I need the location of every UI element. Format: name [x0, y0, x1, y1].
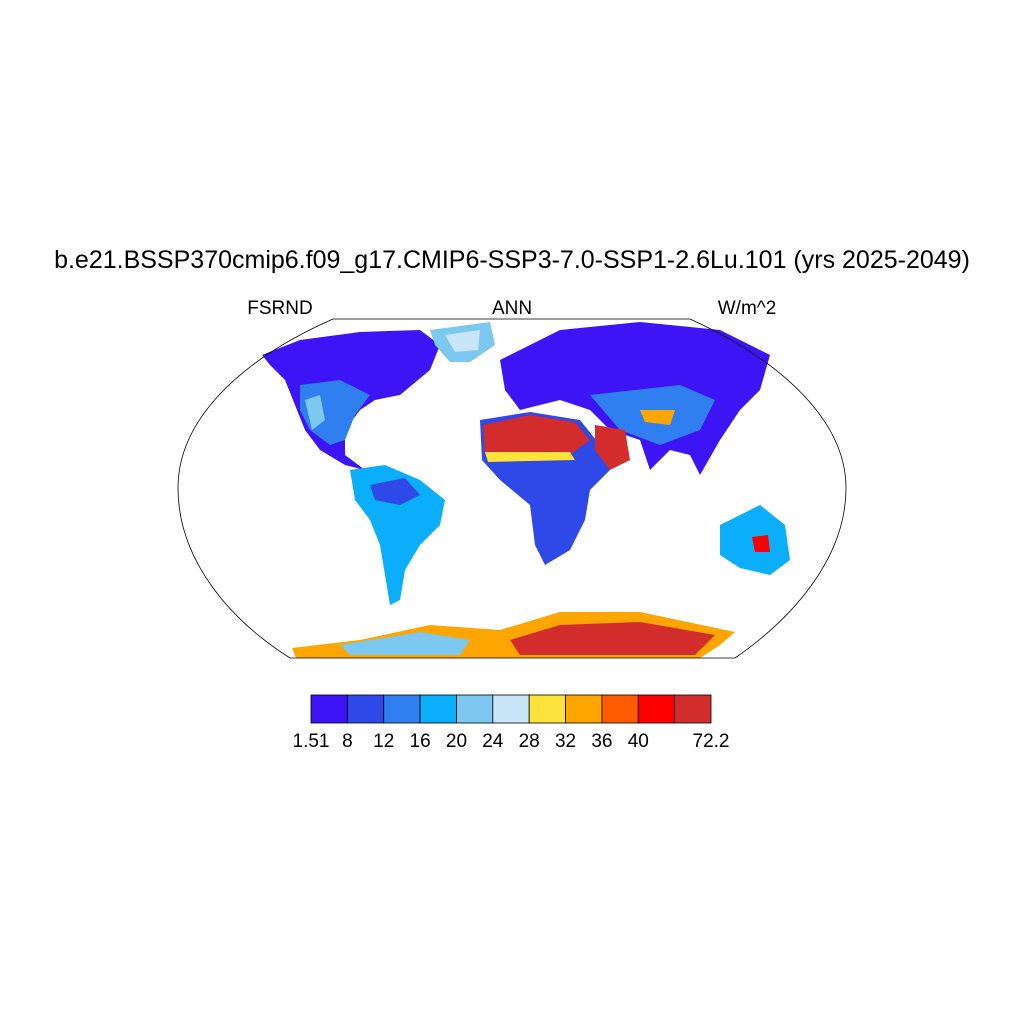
land	[340, 632, 470, 655]
land	[305, 395, 325, 430]
land	[510, 622, 715, 655]
colorbar-box	[310, 694, 348, 724]
colorbar-box	[383, 694, 421, 724]
colorbar-label: 28	[519, 731, 540, 752]
land	[752, 535, 770, 552]
land	[483, 415, 590, 458]
colorbar-label: 12	[373, 731, 394, 752]
colorbar-label: 32	[555, 731, 576, 752]
colorbar-box	[456, 694, 494, 724]
colorbar-box	[492, 694, 530, 724]
colorbar-box	[346, 694, 385, 724]
colorbar: 1.51 8 12 16 20 24 28 32 36 40 72.2	[293, 694, 730, 752]
colorbar-box	[637, 694, 676, 724]
land	[350, 465, 445, 605]
left-label: FSRND	[247, 298, 312, 319]
colorbar-label: 24	[482, 731, 504, 752]
colorbar-label: 8	[342, 731, 353, 752]
colorbar-label: 1.51	[293, 731, 330, 752]
colorbar-label: 72.2	[693, 731, 730, 752]
land	[370, 478, 420, 505]
colorbar-box	[601, 694, 639, 724]
land	[485, 452, 575, 462]
colorbar-box	[565, 694, 603, 724]
colorbar-label: 16	[410, 731, 431, 752]
title: b.e21.BSSP370cmip6.f09_g17.CMIP6-SSP3-7.…	[54, 246, 970, 274]
land	[595, 425, 630, 470]
right-label: W/m^2	[718, 298, 777, 319]
land	[445, 330, 480, 352]
map-outline	[177, 318, 847, 659]
colorbar-label: 36	[591, 731, 612, 752]
colorbar-label: 20	[446, 731, 467, 752]
colorbar-box	[419, 694, 457, 724]
colorbar-box	[674, 694, 712, 724]
colorbar-label: 40	[628, 731, 649, 752]
center-label: ANN	[492, 298, 532, 319]
land	[640, 410, 675, 425]
map	[177, 318, 847, 659]
colorbar-box	[528, 694, 566, 724]
